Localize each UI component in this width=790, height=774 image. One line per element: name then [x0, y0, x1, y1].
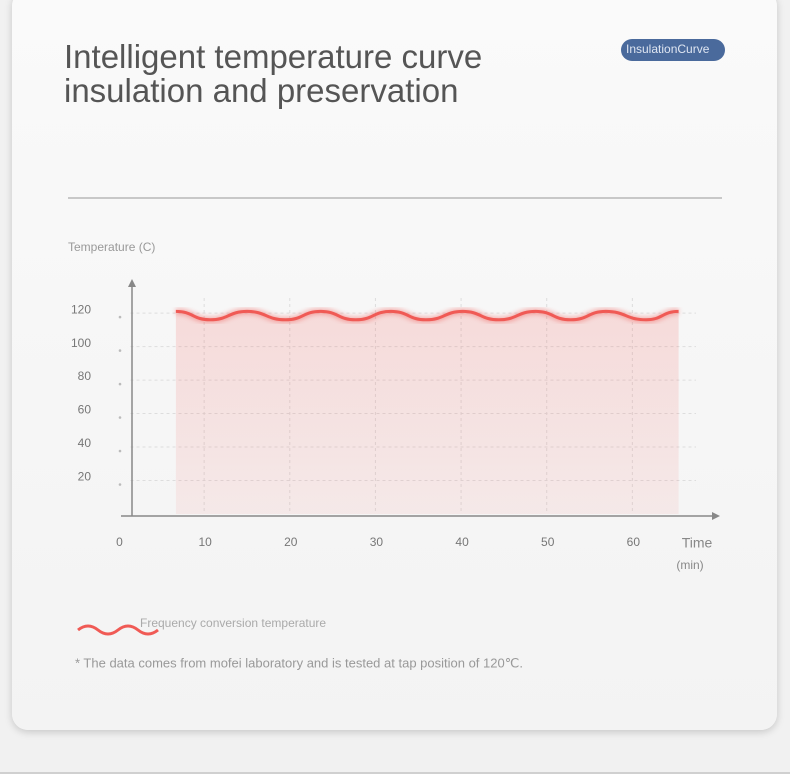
x-axis-unit: (min) — [676, 558, 703, 572]
y-tick-label: 100 — [71, 336, 91, 350]
x-axis-label: Time — [682, 535, 713, 551]
x-axis-arrow — [712, 512, 720, 520]
y-tick-dot — [118, 315, 122, 319]
y-tick-dot — [118, 483, 122, 486]
footnote: * The data comes from mofei laboratory a… — [75, 655, 523, 670]
y-tick-dot — [118, 349, 122, 352]
chart-title: Intelligent temperature curve insulation… — [64, 38, 483, 109]
x-tick-label: 0 — [116, 535, 123, 549]
y-tick-label: 120 — [71, 302, 91, 316]
x-tick-label: 10 — [198, 535, 212, 549]
y-axis-label: Temperature (C) — [68, 240, 155, 254]
x-tick-label: 40 — [455, 535, 469, 549]
y-tick-label: 60 — [78, 403, 92, 417]
legend-label: Frequency conversion temperature — [140, 616, 326, 630]
y-axis-arrow — [128, 279, 136, 287]
y-tick-dot — [118, 416, 122, 419]
line — [175, 309, 679, 322]
legend-swatch — [77, 624, 159, 636]
y-tick-label: 20 — [78, 470, 92, 484]
x-tick-label: 30 — [370, 535, 384, 549]
x-tick-label: 50 — [541, 535, 555, 549]
y-tick-label: 40 — [78, 436, 92, 450]
bottom-rule — [0, 772, 790, 774]
y-tick-dot — [118, 382, 122, 386]
y-tick-dot — [118, 449, 122, 453]
area — [175, 311, 679, 514]
badge[interactable]: InsulationCurve — [621, 39, 725, 61]
x-tick-label: 60 — [627, 535, 641, 549]
x-tick-label: 20 — [284, 535, 298, 549]
y-tick-label: 80 — [78, 369, 92, 383]
